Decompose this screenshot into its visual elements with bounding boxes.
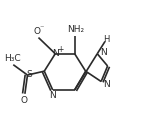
Text: N: N: [103, 80, 110, 89]
Text: N: N: [100, 48, 106, 57]
Text: H: H: [103, 35, 110, 44]
Text: O: O: [20, 96, 27, 105]
Text: O: O: [34, 27, 41, 36]
Text: H₃C: H₃C: [4, 54, 21, 63]
Text: NH₂: NH₂: [67, 25, 84, 34]
Text: +: +: [57, 45, 64, 54]
Text: S: S: [26, 70, 32, 79]
Text: N: N: [49, 91, 55, 100]
Text: N: N: [53, 49, 59, 58]
Text: ⁻: ⁻: [40, 23, 44, 32]
